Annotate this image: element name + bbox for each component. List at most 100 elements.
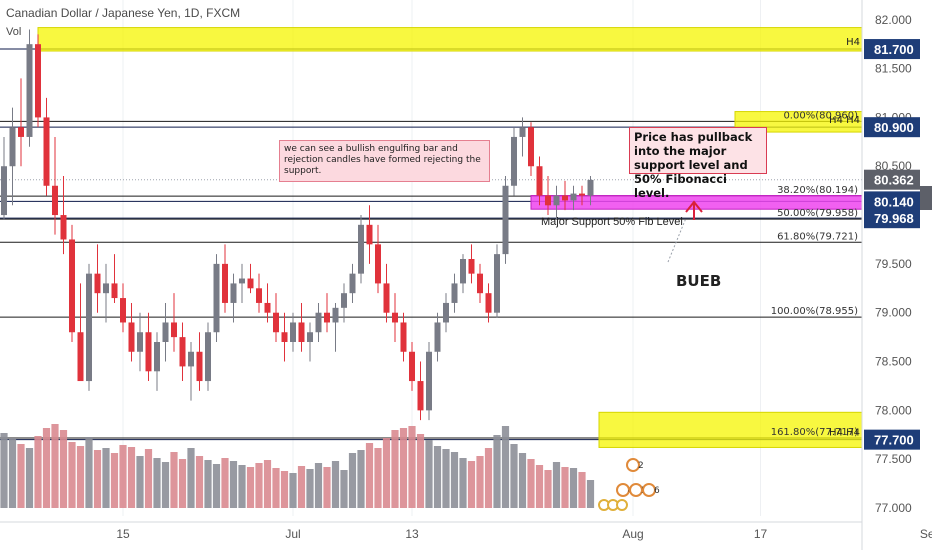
candle — [366, 205, 373, 264]
candle-body — [477, 273, 483, 294]
volume-bar — [85, 437, 93, 508]
time-tick-label: 17 — [754, 527, 768, 541]
volume-bar — [255, 463, 263, 508]
volume-bar — [578, 472, 586, 508]
candle-body — [579, 193, 585, 196]
time-axis[interactable]: 15Jul13Aug17Sep1428 — [0, 521, 932, 541]
candle-body — [103, 283, 109, 294]
volume-bar — [161, 462, 170, 508]
volume-bar — [127, 447, 136, 508]
volume-bar — [331, 461, 340, 508]
price-tick-label: 77.500 — [875, 452, 912, 466]
volume-bar — [178, 459, 187, 508]
candle — [443, 293, 449, 333]
candle — [536, 156, 543, 206]
candle — [239, 263, 245, 303]
candle — [52, 136, 58, 235]
candle-body — [553, 195, 560, 206]
candle-body — [128, 322, 135, 352]
volume-bar — [119, 445, 127, 508]
volume-bar — [102, 448, 110, 508]
candle — [154, 332, 160, 391]
volume-bar — [144, 449, 153, 508]
candle-body — [443, 302, 449, 323]
candle-series[interactable] — [1, 29, 594, 421]
candle — [162, 302, 169, 362]
candle-body — [570, 193, 577, 201]
volume-bar — [136, 456, 144, 508]
pullback-note[interactable]: Price has pullback into the major suppor… — [629, 127, 767, 200]
candle-body — [587, 179, 594, 196]
candle-body — [247, 278, 254, 289]
bias-label: BUEB — [676, 272, 722, 290]
price-tag-label: 79.968 — [874, 211, 914, 226]
candle — [281, 312, 288, 362]
up-arrow-head — [685, 200, 703, 213]
candle-body — [26, 44, 33, 137]
candle-body — [494, 254, 500, 313]
price-tag-label: 80.140 — [874, 194, 914, 209]
candle — [460, 254, 466, 294]
candle — [358, 215, 364, 284]
h4-label: H4 H4 — [829, 115, 860, 126]
candle — [247, 263, 254, 294]
candle-body — [196, 351, 203, 382]
price-axis-bg — [862, 0, 932, 550]
candle-body — [502, 185, 509, 255]
chart-title: Canadian Dollar / Japanese Yen, 1D, FXCM — [6, 6, 241, 20]
volume-bar — [17, 444, 25, 508]
candle-body — [366, 224, 373, 245]
candle-body — [281, 332, 288, 342]
price-tick-label: 82.000 — [875, 13, 912, 27]
candle — [43, 97, 50, 196]
price-tag — [864, 191, 920, 212]
candle — [468, 244, 475, 284]
scroll-handle[interactable] — [920, 186, 932, 210]
candle — [69, 224, 75, 342]
volume-bar — [68, 442, 76, 508]
volume-bar — [586, 480, 595, 508]
volume-label: Vol — [6, 26, 22, 38]
candle — [494, 244, 500, 318]
volume-series — [0, 424, 595, 508]
candle — [1, 136, 7, 220]
candle — [111, 254, 118, 303]
price-tick-label: 78.500 — [875, 355, 912, 369]
candle-body — [511, 136, 517, 186]
candle-body — [290, 322, 296, 342]
candle — [26, 29, 33, 147]
price-tag — [864, 117, 920, 138]
candle — [188, 342, 194, 401]
price-axis[interactable]: 82.00081.50081.00080.50080.00079.50079.0… — [861, 0, 932, 550]
volume-bar — [297, 466, 306, 508]
candle-body — [298, 322, 305, 342]
support-label: Major Support 50% Fib Level — [541, 216, 683, 228]
drawings-layer — [667, 200, 703, 263]
event-badges[interactable]: 2456 — [598, 458, 660, 511]
h4-label: H4 — [846, 37, 860, 48]
zones-layer — [37, 27, 932, 448]
candle-body — [545, 195, 551, 206]
volume-bar — [459, 458, 467, 508]
candle-body — [60, 215, 67, 240]
volume-bar — [314, 463, 323, 508]
candle-body — [9, 127, 16, 167]
candle — [562, 180, 568, 211]
fib-label: 50.00%(79.958) — [777, 208, 858, 219]
candle — [528, 122, 534, 176]
volume-bar — [306, 469, 314, 508]
candle — [324, 293, 330, 333]
engulfing-note[interactable]: we can see a bullish engulfing bar and r… — [279, 140, 490, 182]
candle — [451, 273, 458, 313]
candle-body — [383, 283, 390, 313]
zone-supply-top — [37, 27, 932, 52]
candle — [519, 117, 526, 157]
event-badge-label: 6 — [654, 486, 660, 496]
candle — [222, 244, 228, 313]
volume-bar — [59, 430, 68, 508]
zone-support-magenta — [530, 195, 932, 210]
volume-bar — [170, 452, 178, 508]
fib-label: 38.20%(80.194) — [777, 185, 858, 196]
candle-body — [111, 283, 118, 299]
